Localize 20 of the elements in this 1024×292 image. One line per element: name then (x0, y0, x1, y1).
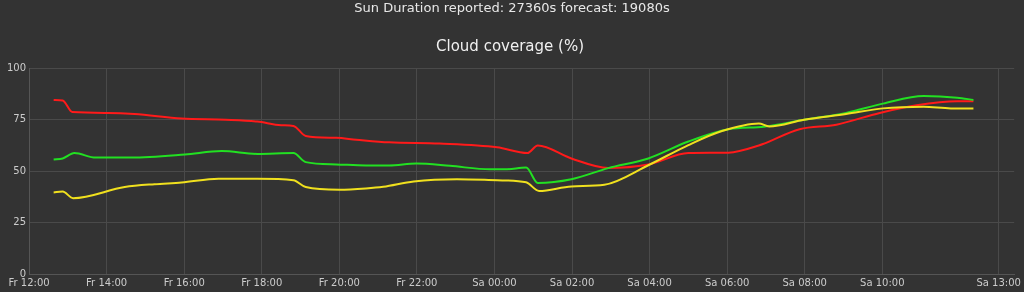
y-tick-label: 100 (6, 61, 27, 73)
y-tick-label: 25 (13, 216, 27, 228)
x-tick-label: Fr 12:00 (8, 276, 50, 288)
y-tick-label: 0 (19, 267, 27, 279)
x-tick-label: Sa 06:00 (704, 276, 750, 288)
chart-title: Cloud coverage (%) (436, 36, 584, 55)
y-tick-label: 50 (13, 164, 27, 176)
y-tick-label: 75 (13, 113, 27, 125)
x-tick-label: Fr 16:00 (163, 276, 205, 288)
x-tick-label: Fr 20:00 (318, 276, 360, 288)
x-tick-label: Sa 13:00 (976, 276, 1021, 288)
x-tick-label: Sa 10:00 (860, 276, 905, 288)
x-tick-label: Sa 02:00 (549, 276, 595, 288)
x-tick-label: Sa 04:00 (627, 276, 672, 288)
x-tick-label: Fr 18:00 (241, 276, 283, 288)
chart-subtitle: Sun Duration reported: 27360s forecast: 19080s (353, 0, 671, 17)
x-tick-label: Sa 00:00 (472, 276, 517, 288)
x-tick-label: Fr 22:00 (396, 276, 438, 288)
x-tick-label: Sa 08:00 (782, 276, 827, 288)
x-tick-label: Fr 14:00 (86, 276, 128, 288)
